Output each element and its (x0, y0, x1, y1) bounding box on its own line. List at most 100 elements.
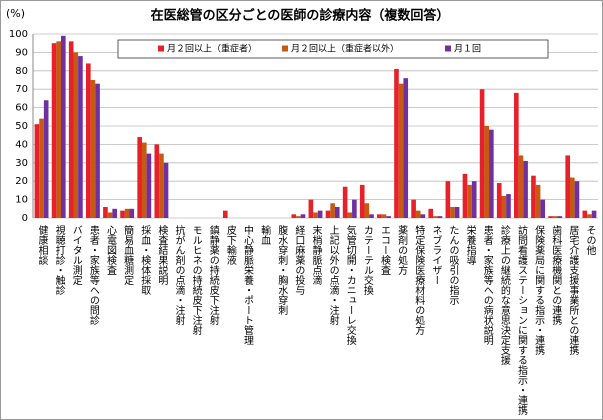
legend-swatch (445, 45, 451, 52)
bar (352, 199, 357, 218)
bar (334, 206, 340, 218)
y-tick-label: 10 (15, 195, 28, 206)
legend-label: 月１回 (454, 44, 481, 55)
bar (377, 214, 382, 218)
bar (445, 181, 451, 218)
y-tick-label: 20 (15, 176, 28, 187)
bar (437, 216, 443, 218)
bar (43, 100, 49, 218)
bar (411, 199, 416, 218)
bar (394, 68, 399, 219)
bar (467, 184, 472, 218)
legend-label: 月２回以上（重症者以外） (291, 43, 399, 55)
bar (540, 199, 546, 218)
x-tick-label: 鎮静薬の持続皮下注射 (207, 224, 219, 326)
y-tick-label: 100 (9, 29, 28, 40)
x-tick-label: 患者・家族等への病状説明 (481, 225, 493, 346)
bar (34, 124, 40, 218)
y-axis-label: (%) (6, 7, 25, 20)
y-tick-label: 0 (22, 213, 28, 224)
bar (347, 212, 353, 218)
x-tick-label: 診療上の継続的な意思決定支援 (498, 224, 510, 366)
bar (450, 206, 455, 218)
bar (565, 155, 571, 218)
x-tick-label: 健康相談 (36, 225, 48, 266)
bar (386, 216, 391, 218)
y-tick-label: 60 (15, 103, 28, 114)
bar (137, 137, 142, 218)
bar (506, 194, 511, 218)
x-tick-label: その他 (584, 225, 596, 256)
bar (68, 41, 74, 218)
bar (51, 43, 57, 219)
y-tick-label: 40 (15, 139, 28, 150)
x-tick-label: 特定保険医療材料の処方 (413, 225, 425, 336)
y-tick-label: 50 (15, 121, 28, 132)
bar (501, 195, 507, 218)
bar (552, 216, 558, 218)
bar (364, 203, 370, 218)
bar (330, 203, 335, 218)
bar (570, 177, 575, 218)
bar (112, 208, 117, 218)
x-tick-label: 視聴打診・触診 (53, 224, 65, 296)
bar (514, 92, 519, 218)
bar (308, 199, 314, 218)
chart-title: 在医総管の区分ごとの医師の診療内容（複数回答） (151, 8, 450, 24)
bar (146, 153, 152, 218)
bar (222, 210, 228, 218)
x-tick-label: 心電図検査 (105, 225, 117, 275)
bar (317, 210, 323, 218)
bar (325, 210, 331, 218)
x-tick-label: 訪問看護ステーションに関する指示・連携 (515, 224, 527, 416)
bar (369, 214, 374, 218)
bar (85, 63, 91, 218)
bar (587, 214, 592, 218)
bar (300, 214, 306, 218)
legend-label: 月２回以上（重症者） (167, 43, 257, 55)
legend-box (117, 39, 549, 59)
bar (381, 214, 387, 218)
x-tick-label: 居宅介護支援事業所との連携 (567, 225, 579, 356)
x-tick-label: たんの吸引の指示 (447, 225, 459, 305)
bar (154, 144, 160, 218)
bar (433, 216, 438, 218)
x-tick-label: 採血・検体採取 (139, 224, 151, 296)
x-tick-label: モルヒネの持続皮下注射 (190, 225, 202, 336)
x-tick-label: 末梢静脈点滴 (310, 224, 322, 286)
bar (403, 78, 409, 218)
x-tick-label: 皮下輸液 (224, 224, 236, 266)
x-tick-label: 経口麻薬の投与 (293, 224, 305, 296)
x-tick-label: 気管切開・カニューレ交換 (344, 224, 356, 346)
x-tick-label: ネブライザー (430, 225, 442, 285)
bar (291, 214, 297, 218)
bar (420, 214, 426, 218)
bar (120, 210, 125, 218)
bar (124, 208, 130, 218)
bar (60, 35, 66, 219)
x-tick-label: 中心静脈栄養・ポート管理 (242, 224, 254, 345)
bar (39, 118, 44, 218)
bar (129, 208, 135, 218)
bar (574, 181, 580, 218)
bar (471, 181, 477, 218)
bar (484, 126, 490, 218)
bar (496, 183, 502, 218)
bar (489, 129, 494, 218)
bar (454, 206, 460, 218)
bar (462, 173, 468, 218)
bar (78, 56, 83, 218)
x-tick-label: カテーテル交換 (361, 225, 373, 296)
y-tick-label: 70 (15, 84, 28, 95)
bar (90, 80, 96, 218)
bar (296, 216, 301, 218)
bar (163, 162, 169, 218)
x-tick-label: 薬剤の処方 (396, 225, 408, 276)
bar (313, 212, 318, 218)
bar (342, 186, 348, 218)
legend-swatch (282, 45, 288, 52)
x-tick-label: 抗がん剤の点滴・注射 (173, 224, 185, 326)
x-tick-label: 簡易血糖測定 (122, 224, 134, 286)
bar (479, 89, 485, 218)
